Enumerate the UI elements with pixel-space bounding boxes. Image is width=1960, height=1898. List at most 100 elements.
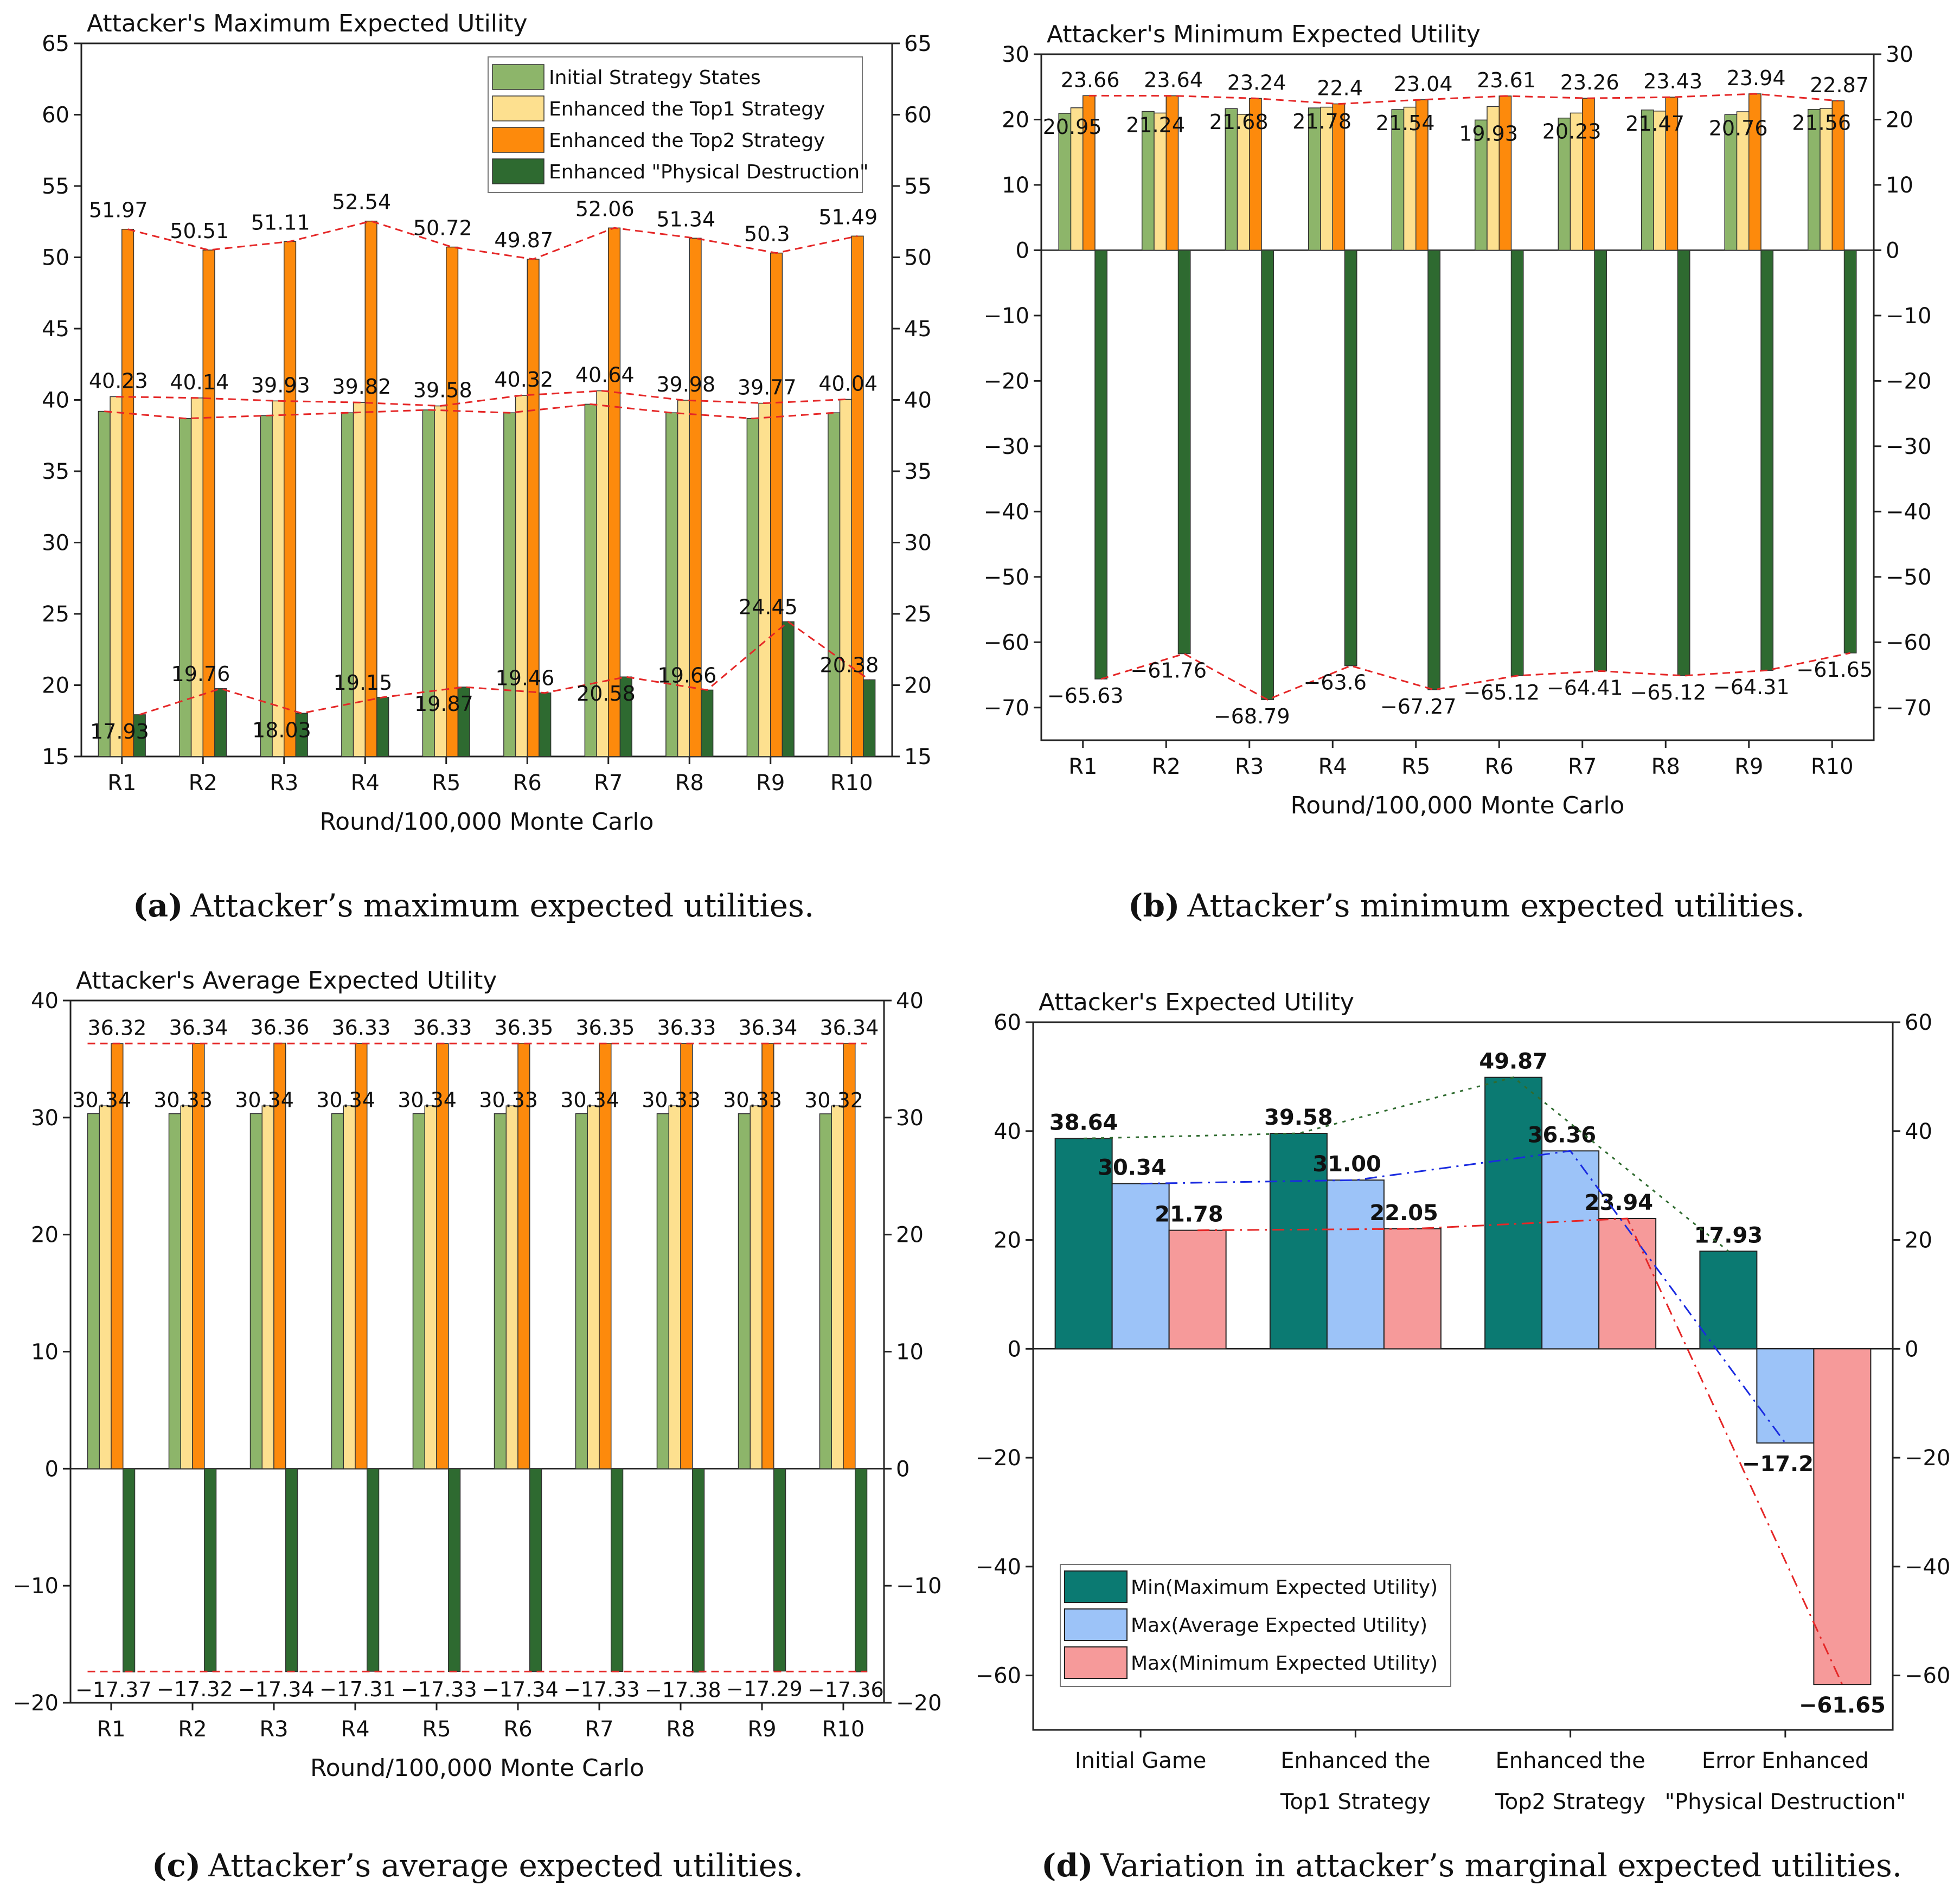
y-tick-label-left: 60 <box>994 1010 1021 1035</box>
legend-swatch <box>1064 1646 1128 1679</box>
y-tick-label-right: −20 <box>896 1691 941 1716</box>
x-tick-label: R4 <box>1318 754 1347 779</box>
data-label-phys: 19.15 <box>334 671 393 695</box>
y-tick-label-left: −10 <box>984 304 1029 329</box>
y-tick-label-right: −60 <box>1886 630 1931 655</box>
bar <box>260 415 273 757</box>
x-tick-label: R6 <box>1485 754 1514 779</box>
data-label-top1: 39.98 <box>656 373 715 396</box>
bar <box>1415 99 1429 251</box>
trend-line-max-average <box>1141 1150 1786 1444</box>
legend-label: Enhanced the Top1 Strategy <box>549 98 825 120</box>
x-tick-label: Top2 Strategy <box>1495 1790 1645 1814</box>
bar <box>1326 1179 1385 1350</box>
caption-a-text: Attacker’s maximum expected utilities. <box>190 887 814 924</box>
bar <box>457 687 470 757</box>
data-label-top1: 39.82 <box>332 375 391 399</box>
data-label-top2: 36.36 <box>250 1016 309 1040</box>
caption-b: (b) Attacker’s minimum expected utilities… <box>1128 887 1805 924</box>
data-label-initial: 21.54 <box>1376 111 1435 135</box>
bar <box>677 400 690 757</box>
y-tick-label-left: −60 <box>984 630 1029 655</box>
bar <box>1237 114 1250 251</box>
x-tick-label: R10 <box>830 771 873 796</box>
y-tick-label-right: 60 <box>1905 1010 1932 1035</box>
bar <box>343 1105 356 1470</box>
x-tick-label: R4 <box>351 771 380 796</box>
panel-title: Attacker's Expected Utility <box>1039 989 1354 1016</box>
bar <box>376 697 389 757</box>
data-label-initial: 30.34 <box>72 1088 131 1112</box>
data-label-phys: 19.87 <box>414 692 473 716</box>
data-label: 31.00 <box>1312 1152 1381 1177</box>
y-tick-label-left: −20 <box>976 1446 1021 1471</box>
plot-frame <box>1040 53 1875 741</box>
legend-label: Initial Strategy States <box>549 67 761 89</box>
data-label-phys: −61.76 <box>1130 658 1207 682</box>
x-axis-label: Round/100,000 Monte Carlo <box>310 1754 644 1782</box>
bar <box>123 1468 136 1672</box>
y-tick-label-left: −20 <box>984 369 1029 394</box>
bar <box>505 1105 518 1470</box>
data-label-initial: 21.47 <box>1625 112 1684 136</box>
caption-c-letter: (c) <box>152 1847 201 1884</box>
data-label-phys: 19.66 <box>658 663 717 687</box>
y-tick-label-left: 0 <box>45 1457 59 1482</box>
bar <box>1344 249 1357 666</box>
bar <box>214 688 227 757</box>
y-tick-label-right: 20 <box>1886 107 1913 132</box>
x-tick-label: R6 <box>513 771 542 796</box>
bar <box>272 400 285 757</box>
bar <box>1168 1229 1227 1350</box>
bar <box>1756 1348 1815 1444</box>
data-label-top2: 36.32 <box>87 1016 146 1040</box>
bar <box>773 1468 786 1672</box>
panel-title: Attacker's Average Expected Utility <box>76 967 497 995</box>
bar <box>1177 249 1191 655</box>
x-tick-label: "Physical Destruction" <box>1665 1790 1906 1814</box>
data-label: 23.94 <box>1585 1190 1654 1215</box>
y-tick-label-left: 20 <box>994 1228 1021 1253</box>
x-tick-label: Enhanced the <box>1496 1748 1645 1773</box>
y-tick-label-right: 40 <box>904 388 932 413</box>
caption-c-text: Attacker’s average expected utilities. <box>208 1847 803 1884</box>
panel-d-marginal-utility-chart: Attacker's Expected Utility −60 −60 −40 −40 −… <box>976 989 1951 1814</box>
data-label-top2: 23.66 <box>1061 68 1120 92</box>
y-tick-label-right: 20 <box>904 674 932 698</box>
svg-text:(d)Variation in attacker’s mar: (d) Variation in attacker’s marginal expe… <box>1041 1847 1902 1884</box>
bar <box>515 395 528 757</box>
bar <box>1843 249 1857 653</box>
x-axis-label: Round/100,000 Monte Carlo <box>320 808 654 836</box>
legend-label: Max(Average Expected Utility) <box>1131 1614 1427 1637</box>
y-tick-label-left: 65 <box>42 31 69 56</box>
bar <box>202 249 215 757</box>
y-tick-label-right: 55 <box>904 174 932 199</box>
bar <box>494 1113 507 1470</box>
bar <box>855 1468 868 1672</box>
y-tick-label-right: 20 <box>1905 1228 1932 1253</box>
trend-line-phys <box>1100 652 1850 701</box>
bar <box>1383 1228 1442 1350</box>
data-label-phys: −17.33 <box>563 1677 640 1701</box>
data-label-top1: 40.23 <box>89 369 148 393</box>
y-tick-label-right: 0 <box>1905 1337 1918 1362</box>
data-label-top1: 39.58 <box>413 379 472 402</box>
svg-text:(b)Attacker’s minimum expected: (b) Attacker’s minimum expected utilities… <box>1128 887 1805 924</box>
data-label-top2: 36.33 <box>657 1016 716 1040</box>
bar <box>665 412 678 757</box>
data-label-phys: −17.37 <box>75 1678 152 1702</box>
legend-label: Min(Maximum Expected Utility) <box>1131 1576 1438 1599</box>
y-tick-label-right: 30 <box>896 1106 924 1131</box>
x-tick-label: R9 <box>756 771 785 796</box>
data-label: 36.36 <box>1528 1123 1597 1147</box>
data-label-phys: 19.46 <box>496 666 555 690</box>
caption-d: (d) Variation in attacker’s marginal expe… <box>1041 1847 1902 1884</box>
data-label-phys: −17.33 <box>401 1677 477 1701</box>
data-label-initial: 30.34 <box>316 1088 375 1112</box>
bar <box>133 714 146 757</box>
data-label-top2: 23.94 <box>1727 66 1786 90</box>
bar <box>204 1468 217 1672</box>
bar <box>831 1105 844 1470</box>
panel-c-average-utility-chart: Attacker's Average Expected Utility −20 −2… <box>13 967 942 1782</box>
y-tick-label-left: −20 <box>13 1691 59 1716</box>
